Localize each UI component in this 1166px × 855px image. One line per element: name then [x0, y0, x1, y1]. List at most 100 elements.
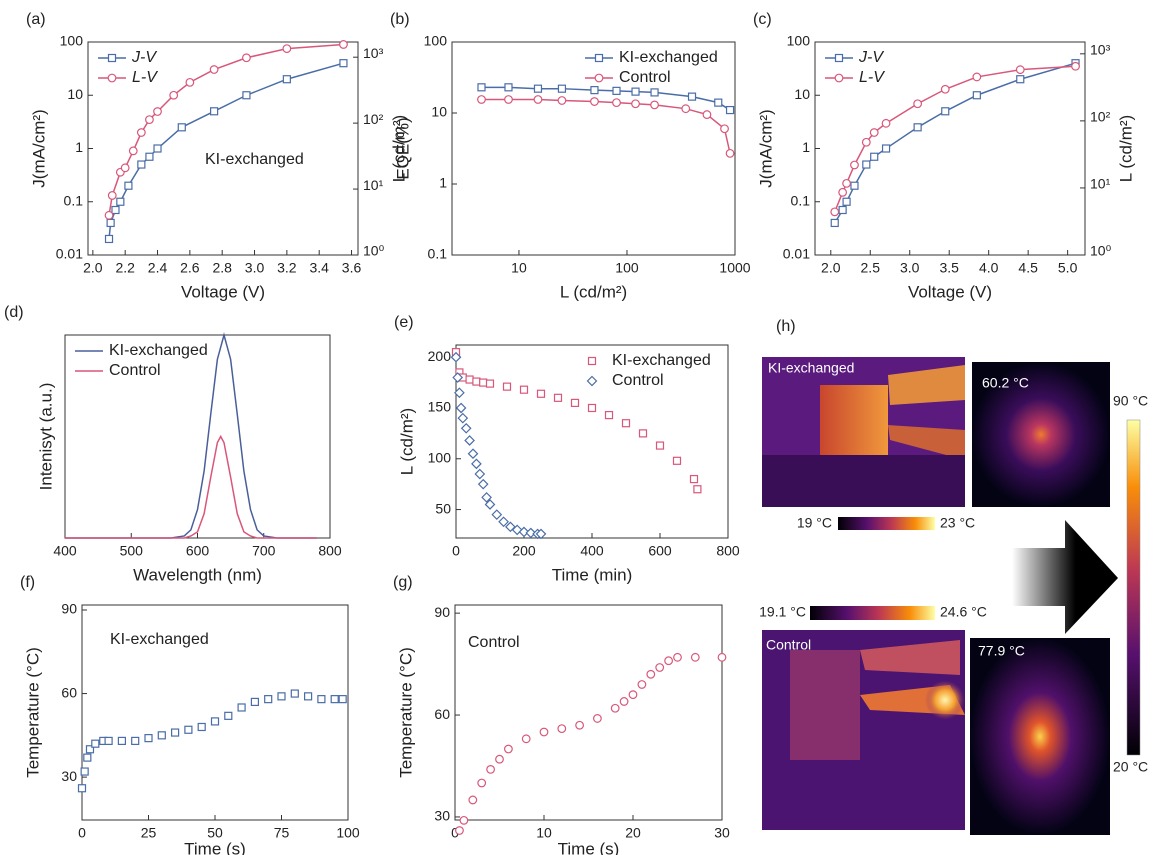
x-tick-label: 3.6 [342, 260, 362, 276]
y-axis-label: L (cd/m²) [397, 408, 416, 475]
legend-label: KI-exchanged [612, 352, 711, 369]
marker [557, 84, 567, 93]
x-tick-label: 50 [207, 825, 223, 841]
marker [485, 379, 495, 388]
legend-label: J-V [131, 49, 157, 66]
y-axis-label: J(mA/cm²) [29, 109, 48, 187]
x-tick-label: 1000 [719, 260, 750, 276]
y-axis-label: J(mA/cm²) [756, 109, 775, 187]
marker [472, 377, 481, 386]
series-line [65, 332, 317, 539]
y-tick-label: 1 [439, 175, 447, 191]
marker [673, 652, 682, 662]
marker [317, 695, 326, 704]
thermal-spot [972, 362, 1110, 507]
x-tick-label: 30 [714, 825, 730, 841]
panel-label: (h) [776, 318, 796, 335]
x-tick-label: 3.4 [309, 260, 329, 276]
marker [553, 393, 563, 402]
x-axis-label: L (cd/m²) [560, 282, 627, 301]
marker [455, 826, 464, 835]
marker [650, 88, 659, 97]
marker [282, 75, 291, 84]
y2-tick-label: 10⁰ [1090, 243, 1112, 259]
marker [521, 734, 531, 744]
marker [153, 144, 162, 153]
marker [264, 695, 273, 704]
x-tick-label: 700 [252, 543, 276, 559]
marker [455, 402, 467, 414]
marker [104, 234, 114, 244]
marker [714, 98, 723, 107]
legend-label: Control [619, 69, 671, 86]
x-tick-label: 2.4 [148, 260, 168, 276]
marker [481, 492, 492, 503]
marker [505, 521, 516, 533]
marker [144, 734, 153, 743]
y2-axis-label: L (cd/m²) [389, 115, 408, 182]
thermal-panel: (h) KI-exchanged 60.2 °C 19 °C 23 °C 19.… [759, 318, 1148, 835]
marker [655, 663, 665, 672]
plot-frame [454, 604, 723, 821]
colorbar [838, 517, 935, 530]
marker [120, 163, 130, 173]
x-tick-label: 400 [53, 543, 77, 559]
x-tick-label: 2.0 [821, 260, 841, 276]
thermal-hotspot [925, 680, 965, 720]
marker [464, 435, 475, 446]
annotation: KI-exchanged [110, 631, 209, 648]
marker [842, 197, 851, 206]
annotation: Control [468, 634, 520, 651]
marker [145, 152, 154, 161]
marker [536, 389, 546, 398]
marker [539, 727, 549, 737]
scale-max: 23 °C [940, 515, 975, 531]
x-tick-label: 3.0 [245, 260, 265, 276]
y-axis-label: Temperature (°C) [396, 647, 415, 778]
marker [940, 84, 950, 94]
marker [612, 98, 621, 108]
marker [91, 739, 100, 748]
legend-label: L-V [859, 69, 885, 86]
x-tick-label: 100 [336, 825, 360, 841]
marker [171, 728, 180, 737]
marker [486, 764, 496, 774]
panel-label: (c) [753, 11, 772, 28]
y-tick-label: 90 [434, 604, 450, 620]
marker [1015, 65, 1025, 75]
y-tick-label: 50 [435, 500, 451, 516]
marker [869, 128, 879, 137]
marker [1071, 61, 1080, 71]
image-temperature: 77.9 °C [978, 643, 1025, 659]
scale-max: 90 °C [1113, 393, 1148, 409]
x-tick-label: 2.2 [115, 260, 135, 276]
y-axis-label: EQE(%) [393, 117, 412, 179]
marker [838, 187, 848, 197]
plot-frame [814, 41, 1086, 256]
marker [454, 387, 465, 399]
marker [720, 124, 729, 134]
marker [604, 410, 614, 420]
marker [590, 86, 599, 95]
marker [834, 53, 844, 63]
marker [725, 105, 735, 115]
marker [128, 146, 138, 156]
y-tick-label: 60 [434, 706, 450, 722]
marker [136, 128, 146, 137]
arrow [1012, 520, 1118, 634]
marker [169, 90, 179, 100]
marker [80, 767, 89, 776]
thermal-wire [888, 365, 965, 405]
marker [881, 118, 891, 128]
x-tick-label: 600 [648, 543, 672, 559]
marker [157, 731, 166, 740]
marker [197, 722, 206, 732]
x-tick-label: 0 [451, 825, 459, 841]
x-tick-label: 600 [186, 543, 210, 559]
x-tick-label: 800 [318, 543, 342, 559]
marker [237, 703, 246, 712]
marker [842, 178, 851, 188]
marker [702, 110, 712, 119]
colorbar [810, 606, 935, 620]
marker [277, 692, 286, 701]
